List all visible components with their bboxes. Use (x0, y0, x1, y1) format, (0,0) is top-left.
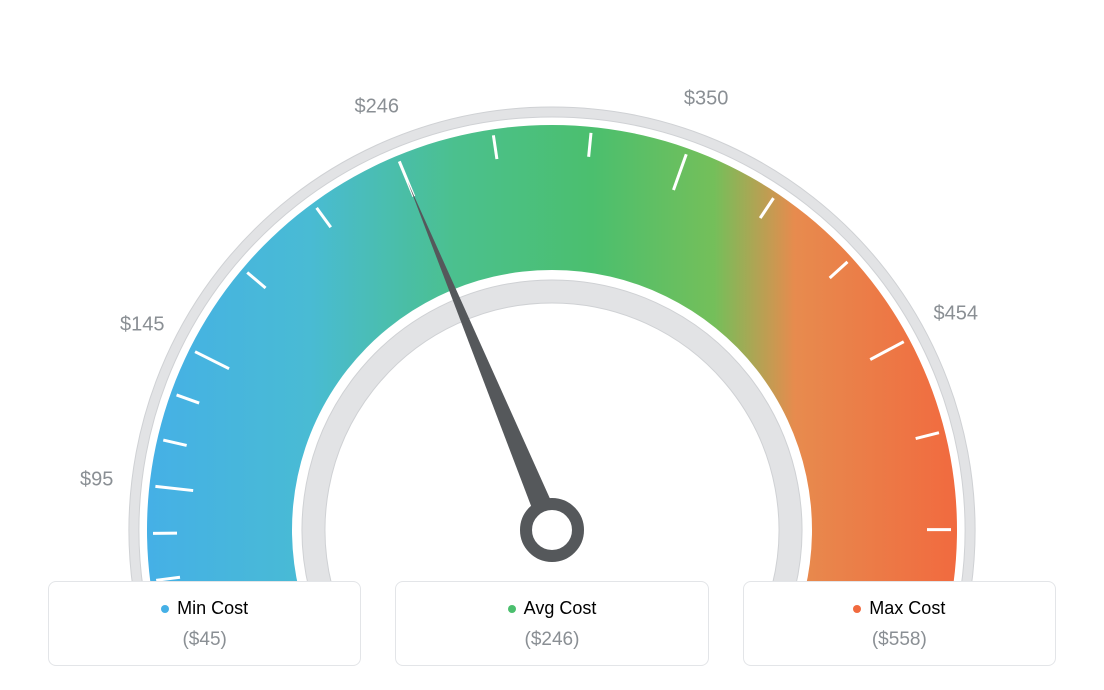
legend-value-avg: ($246) (406, 629, 697, 651)
gauge-tick-label: $145 (120, 314, 165, 337)
dot-min-icon (161, 605, 169, 613)
legend-row: Min Cost ($45) Avg Cost ($246) Max Cost … (0, 581, 1104, 666)
dot-max-icon (853, 605, 861, 613)
gauge-svg (62, 30, 1042, 590)
legend-card-avg: Avg Cost ($246) (395, 581, 708, 666)
gauge-tick-label: $454 (934, 302, 979, 325)
gauge-tick-label: $95 (80, 468, 113, 491)
legend-title-min: Min Cost (59, 598, 350, 619)
legend-value-max: ($558) (754, 629, 1045, 651)
gauge-tick-label: $246 (354, 95, 399, 118)
legend-label-max: Max Cost (869, 598, 945, 619)
legend-label-avg: Avg Cost (524, 598, 597, 619)
dot-avg-icon (508, 605, 516, 613)
gauge-chart-container: $45$95$145$246$350$454$558 Min Cost ($45… (0, 0, 1104, 690)
legend-title-max: Max Cost (754, 598, 1045, 619)
legend-card-max: Max Cost ($558) (743, 581, 1056, 666)
gauge-tick-label: $350 (684, 87, 729, 110)
legend-card-min: Min Cost ($45) (48, 581, 361, 666)
legend-value-min: ($45) (59, 629, 350, 651)
legend-title-avg: Avg Cost (406, 598, 697, 619)
legend-label-min: Min Cost (177, 598, 248, 619)
gauge: $45$95$145$246$350$454$558 (62, 30, 1042, 570)
